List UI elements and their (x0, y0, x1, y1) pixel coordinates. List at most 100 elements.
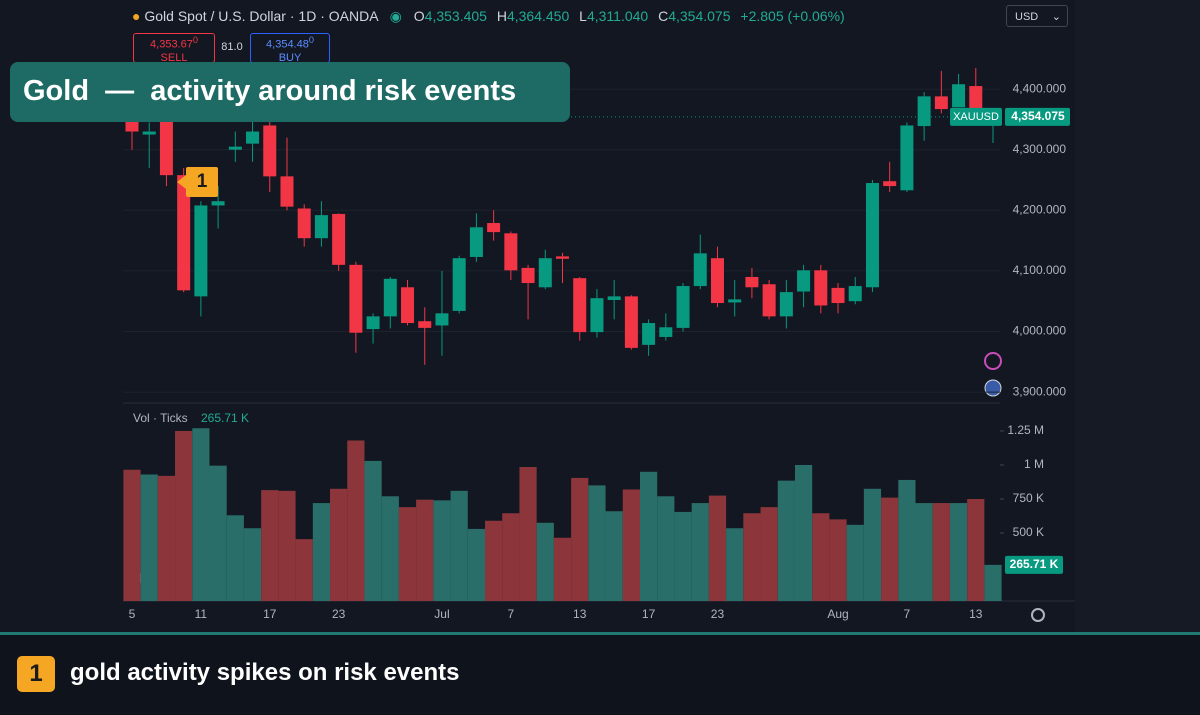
candle-body (366, 316, 380, 330)
symbol-tag: XAUUSD (953, 111, 999, 123)
volume-bar (846, 524, 864, 601)
side-panel (1075, 0, 1200, 632)
ohlc-value: 4,354.075 (668, 8, 731, 24)
volume-bar (863, 488, 882, 601)
sell-button[interactable]: 4,353.670 SELL (133, 33, 215, 64)
x-tick-label: 7 (507, 607, 514, 621)
volume-bar (123, 469, 141, 601)
volume-bar (949, 503, 968, 601)
volume-bar (192, 428, 210, 601)
volume-bar (571, 477, 589, 601)
volume-bar (605, 511, 623, 601)
volume-bar (691, 503, 709, 601)
volume-bar (433, 500, 451, 601)
footer-marker: 1 (17, 656, 55, 692)
candle-body (745, 276, 759, 288)
volume-bar (278, 490, 296, 601)
candle-body (779, 292, 793, 317)
candle-body (865, 183, 879, 288)
volume-bar (295, 539, 313, 601)
candle-body (934, 96, 948, 110)
candle-body (693, 253, 707, 287)
volume-bar (140, 474, 158, 601)
candle-body (297, 208, 311, 239)
currency-select[interactable]: USD ⌄ (1006, 5, 1068, 27)
volume-bar (984, 564, 1002, 601)
volume-bar (588, 485, 606, 601)
spread: 81.0 (221, 41, 243, 53)
change: +2.805 (+0.06%) (740, 8, 845, 24)
buy-price: 4,354.48 (266, 38, 309, 51)
candle-body (469, 227, 483, 257)
candle-body (383, 278, 397, 317)
volume-bar (243, 528, 262, 601)
symbol: Gold Spot / U.S. Dollar · 1D · OANDA (144, 8, 378, 24)
buy-pip: 0 (308, 35, 314, 45)
candle-body (246, 131, 260, 144)
volume-bar (312, 503, 331, 601)
candle-body (435, 313, 449, 326)
settings-icon[interactable] (1031, 608, 1045, 622)
symbol-icon: ● (132, 8, 141, 24)
candle-body (607, 296, 621, 300)
sell-pip: 0 (192, 35, 198, 45)
candle-body (194, 205, 208, 297)
volume-bar (640, 471, 658, 601)
flag-icon[interactable] (984, 379, 1002, 397)
volume-bar (157, 475, 176, 601)
volume-bar (347, 440, 365, 601)
y-tick-label: 3,900.000 (1013, 384, 1067, 398)
x-tick-label: 13 (969, 607, 983, 621)
candle-body (883, 181, 897, 187)
volume-bar (485, 520, 503, 601)
candle-body (211, 201, 225, 206)
candle-body (418, 321, 432, 328)
ohlc-key: L (579, 8, 587, 24)
candle-body (952, 84, 966, 108)
volume-bar (381, 496, 399, 601)
candle-body (642, 323, 656, 345)
ohlc-value: 4,311.040 (586, 8, 649, 24)
chart: Vol · Ticks 265.71 K TV 3,900.0004,000.0… (123, 0, 1200, 632)
candle-body (573, 278, 587, 333)
volume-bar (708, 495, 727, 601)
ohlc-key: C (658, 8, 669, 24)
currency: USD (1015, 11, 1039, 23)
volume-bar (777, 480, 795, 601)
candle-body (314, 215, 328, 239)
symbol-header: ● Gold Spot / U.S. Dollar · 1D · OANDA ◉… (132, 8, 851, 25)
candle-body (332, 213, 346, 265)
candle-body (590, 298, 604, 333)
volume-tick-label: 500 K (1013, 525, 1044, 539)
volume-bar (330, 488, 348, 601)
price-tag-bg (1005, 107, 1070, 126)
buy-button[interactable]: 4,354.480 BUY (250, 33, 330, 64)
candle-body (762, 284, 776, 317)
status-dot: ◉ (389, 8, 402, 24)
volume-bar (794, 464, 813, 601)
candle-body (177, 175, 191, 291)
candle-body (521, 267, 535, 284)
volume-bar (398, 507, 417, 601)
candle-body (556, 256, 569, 259)
x-tick-label: 13 (573, 607, 587, 621)
volume-bar (261, 490, 279, 601)
sell-label: SELL (160, 51, 188, 64)
volume-bar (450, 490, 468, 601)
candle-body (814, 270, 828, 306)
candle-body (452, 258, 466, 311)
volume-last: 265.71 K (201, 411, 249, 425)
y-tick-label: 4,000.000 (1013, 324, 1067, 338)
candle-body (710, 258, 724, 304)
x-tick-label: Jul (434, 607, 449, 621)
ohlc-key: H (496, 8, 507, 24)
candle-body (659, 327, 673, 337)
x-tick-label: Aug (827, 607, 848, 621)
x-tick-label: 17 (263, 607, 277, 621)
volume-tick-label: 750 K (1013, 491, 1044, 505)
event-icon[interactable] (984, 352, 1002, 370)
candle-body (263, 125, 277, 177)
candle-body (401, 287, 415, 324)
candle-body (676, 286, 690, 328)
